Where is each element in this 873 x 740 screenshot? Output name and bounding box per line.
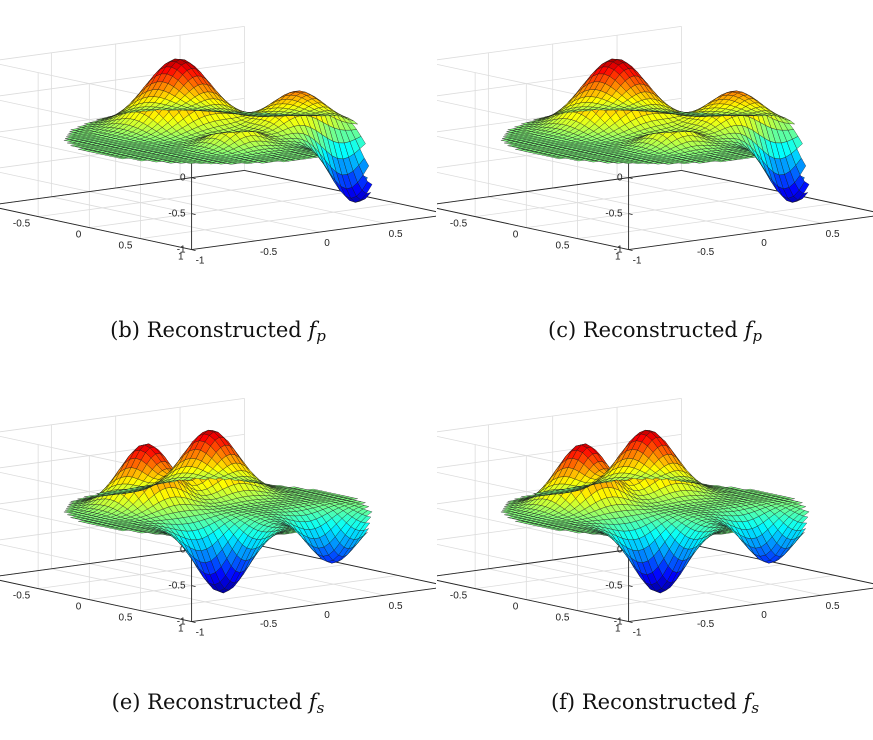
x-tick-label: 0 <box>324 238 330 249</box>
x-tick-label: 0.5 <box>389 229 403 240</box>
caption-label: (c) <box>548 318 576 342</box>
grid-line <box>0 542 192 586</box>
y-tick-label: 1 <box>615 624 621 635</box>
z-tick <box>629 178 633 179</box>
y-tick-label: 0.5 <box>119 241 133 252</box>
surface-plot-b: 10.50-0.5-110.50-0.5-1-1-0.500.51 <box>0 0 436 300</box>
y-tick-label: 0.5 <box>119 613 133 624</box>
z-tick <box>192 178 196 179</box>
grid-line <box>437 398 681 433</box>
y-tick-label: -0.5 <box>13 591 31 602</box>
axis-line <box>437 170 681 205</box>
z-tick <box>192 214 196 215</box>
x-tick-label: -1 <box>196 628 205 639</box>
y-tick-label: -0.5 <box>450 219 468 230</box>
grid-line <box>437 542 629 586</box>
surface-plot-f: 10.50-0.5-110.50-0.5-1-1-0.500.51 <box>437 372 873 672</box>
y-tick-label: 0.5 <box>556 241 570 252</box>
figure-panel-e: 10.50-0.5-110.50-0.5-1-1-0.500.51 (e) Re… <box>0 372 436 740</box>
x-tick-label: -0.5 <box>697 619 715 630</box>
x-tick-label: 0.5 <box>826 601 840 612</box>
grid-line <box>89 192 346 227</box>
axis-line <box>0 170 244 205</box>
x-tick-label: -1 <box>633 256 642 267</box>
y-tick-label: 0 <box>513 602 519 613</box>
y-tick-label: 1 <box>178 624 184 635</box>
z-tick <box>629 214 633 215</box>
z-tick-label: -0.5 <box>605 209 623 220</box>
z-tick <box>629 250 633 251</box>
grid-line <box>475 553 732 588</box>
grid-line <box>38 553 295 588</box>
z-tick-label: -0.5 <box>605 581 623 592</box>
grid-line <box>437 170 629 214</box>
z-tick <box>192 622 196 623</box>
z-tick-label: 0 <box>617 173 623 184</box>
z-tick-label: 0 <box>180 173 186 184</box>
figure-panel-c: 10.50-0.5-110.50-0.5-1-1-0.500.51 (c) Re… <box>437 0 873 368</box>
surface-mesh <box>64 430 372 593</box>
x-tick-label: 0 <box>761 610 767 621</box>
surface-plot-e: 10.50-0.5-110.50-0.5-1-1-0.500.51 <box>0 372 436 672</box>
y-tick-label: 0 <box>76 230 82 241</box>
x-tick-label: 0 <box>324 610 330 621</box>
figure-panel-b: 10.50-0.5-110.50-0.5-1-1-0.500.51 (b) Re… <box>0 0 436 368</box>
y-tick-label: -0.5 <box>450 591 468 602</box>
surface-plot-c: 10.50-0.5-110.50-0.5-1-1-0.500.51 <box>437 0 873 300</box>
caption-label: (e) <box>112 690 141 714</box>
caption-text: Reconstructed <box>583 318 738 342</box>
caption-sub: s <box>317 699 325 717</box>
surface-mesh <box>501 430 809 593</box>
caption-sub: p <box>316 327 326 345</box>
z-tick <box>192 250 196 251</box>
caption-label: (b) <box>110 318 140 342</box>
x-tick-label: -0.5 <box>697 247 715 258</box>
caption-text: Reconstructed <box>147 690 302 714</box>
z-tick <box>629 586 633 587</box>
grid-line <box>526 192 783 227</box>
x-tick-label: -0.5 <box>260 619 278 630</box>
y-tick-label: 1 <box>615 252 621 263</box>
caption-sub: p <box>752 327 762 345</box>
grid-line <box>0 26 244 61</box>
y-tick-label: 0 <box>513 230 519 241</box>
grid-line <box>38 181 295 216</box>
y-tick-label: 1 <box>178 252 184 263</box>
y-tick-label: 0.5 <box>556 613 570 624</box>
x-tick-label: 0.5 <box>389 601 403 612</box>
caption-e: (e) Reconstructed fs <box>0 690 436 717</box>
caption-var: f <box>309 690 317 714</box>
caption-c: (c) Reconstructed fp <box>437 318 873 345</box>
grid-line <box>0 398 244 433</box>
x-tick-label: -1 <box>196 256 205 267</box>
x-tick-label: -0.5 <box>260 247 278 258</box>
caption-b: (b) Reconstructed fp <box>0 318 436 345</box>
x-tick-label: -1 <box>633 628 642 639</box>
z-tick-label: -0.5 <box>168 581 186 592</box>
y-tick-label: -0.5 <box>13 219 31 230</box>
z-tick <box>192 586 196 587</box>
z-tick <box>629 622 633 623</box>
z-tick-label: -0.5 <box>168 209 186 220</box>
y-tick-label: 0 <box>76 602 82 613</box>
figure-panel-f: 10.50-0.5-110.50-0.5-1-1-0.500.51 (f) Re… <box>437 372 873 740</box>
x-tick-label: 0.5 <box>826 229 840 240</box>
caption-text: Reconstructed <box>147 318 302 342</box>
grid-line <box>0 170 192 214</box>
grid-line <box>437 26 681 61</box>
x-tick-label: 0 <box>761 238 767 249</box>
grid-line <box>475 181 732 216</box>
